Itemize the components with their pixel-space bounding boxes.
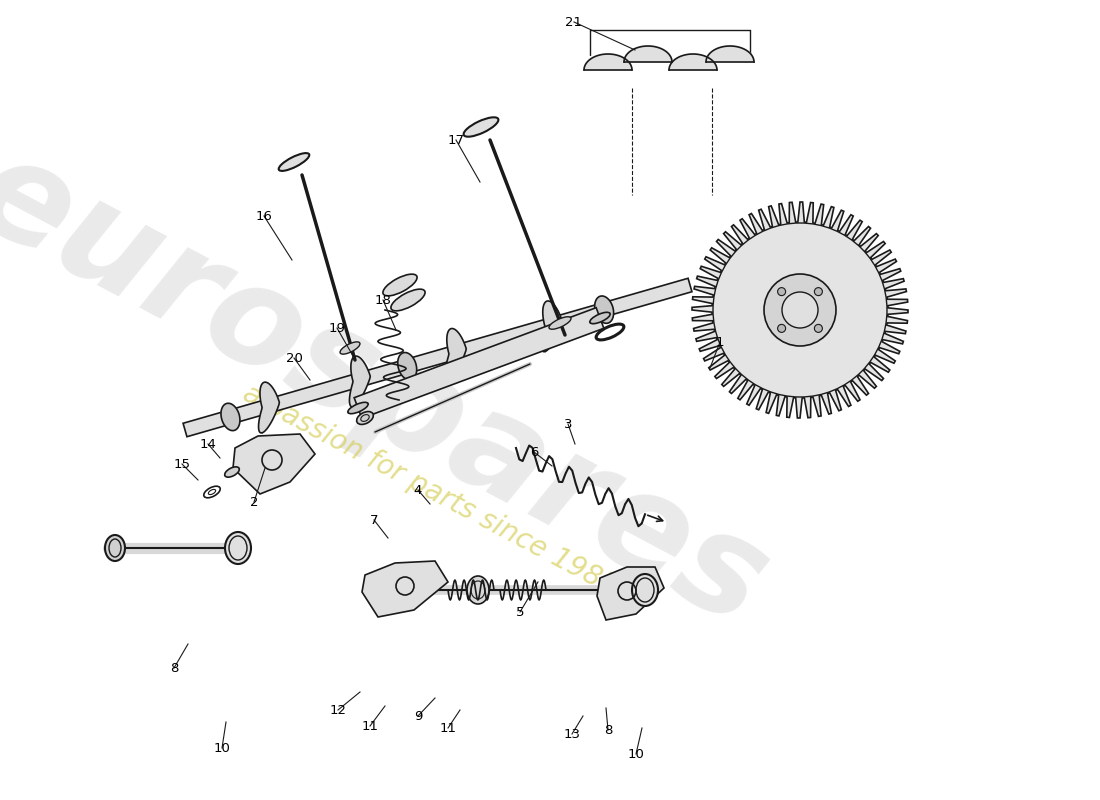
Polygon shape <box>706 46 754 62</box>
Polygon shape <box>446 329 466 379</box>
Text: 20: 20 <box>286 351 302 365</box>
Polygon shape <box>597 567 664 620</box>
Text: 21: 21 <box>565 15 583 29</box>
Polygon shape <box>233 434 315 494</box>
Text: a passion for parts since 1985: a passion for parts since 1985 <box>239 379 622 601</box>
Text: 6: 6 <box>530 446 538 458</box>
Text: 5: 5 <box>516 606 525 618</box>
Polygon shape <box>221 403 240 430</box>
Polygon shape <box>398 353 417 380</box>
Circle shape <box>764 274 836 346</box>
Ellipse shape <box>104 535 125 561</box>
Text: 10: 10 <box>213 742 230 754</box>
Polygon shape <box>362 561 448 617</box>
Text: 8: 8 <box>169 662 178 674</box>
Circle shape <box>782 292 818 328</box>
Ellipse shape <box>224 467 240 477</box>
Text: 12: 12 <box>330 703 346 717</box>
Text: 3: 3 <box>563 418 572 430</box>
Ellipse shape <box>390 289 425 311</box>
Ellipse shape <box>226 532 251 564</box>
Polygon shape <box>669 54 717 70</box>
Text: eurospares: eurospares <box>0 124 790 656</box>
Text: 11: 11 <box>362 719 378 733</box>
Circle shape <box>778 324 785 332</box>
Polygon shape <box>183 278 692 437</box>
Ellipse shape <box>348 402 369 414</box>
Ellipse shape <box>383 274 417 296</box>
Text: 17: 17 <box>448 134 464 146</box>
Ellipse shape <box>468 576 490 604</box>
Text: 2: 2 <box>250 495 258 509</box>
Text: 10: 10 <box>628 747 645 761</box>
Text: 1: 1 <box>716 335 724 349</box>
Ellipse shape <box>590 312 610 324</box>
Text: 11: 11 <box>440 722 456 734</box>
Text: 15: 15 <box>174 458 190 470</box>
Ellipse shape <box>549 317 571 330</box>
Text: 7: 7 <box>370 514 378 526</box>
Polygon shape <box>541 301 562 352</box>
Text: 4: 4 <box>414 483 422 497</box>
Polygon shape <box>258 382 279 433</box>
Circle shape <box>814 324 823 332</box>
Polygon shape <box>624 46 672 62</box>
Text: 14: 14 <box>199 438 217 450</box>
Ellipse shape <box>463 118 498 137</box>
Circle shape <box>814 288 823 296</box>
Circle shape <box>778 288 785 296</box>
Ellipse shape <box>278 153 309 171</box>
Polygon shape <box>584 54 632 70</box>
Text: 18: 18 <box>375 294 392 306</box>
Ellipse shape <box>632 574 658 606</box>
Text: 16: 16 <box>255 210 273 222</box>
Polygon shape <box>692 202 907 418</box>
Ellipse shape <box>356 411 373 425</box>
Text: 13: 13 <box>563 727 581 741</box>
Text: 9: 9 <box>414 710 422 722</box>
Text: 19: 19 <box>329 322 345 334</box>
Polygon shape <box>350 356 371 407</box>
Ellipse shape <box>340 342 360 354</box>
Polygon shape <box>354 308 604 418</box>
Text: 8: 8 <box>604 723 613 737</box>
Polygon shape <box>595 296 614 323</box>
